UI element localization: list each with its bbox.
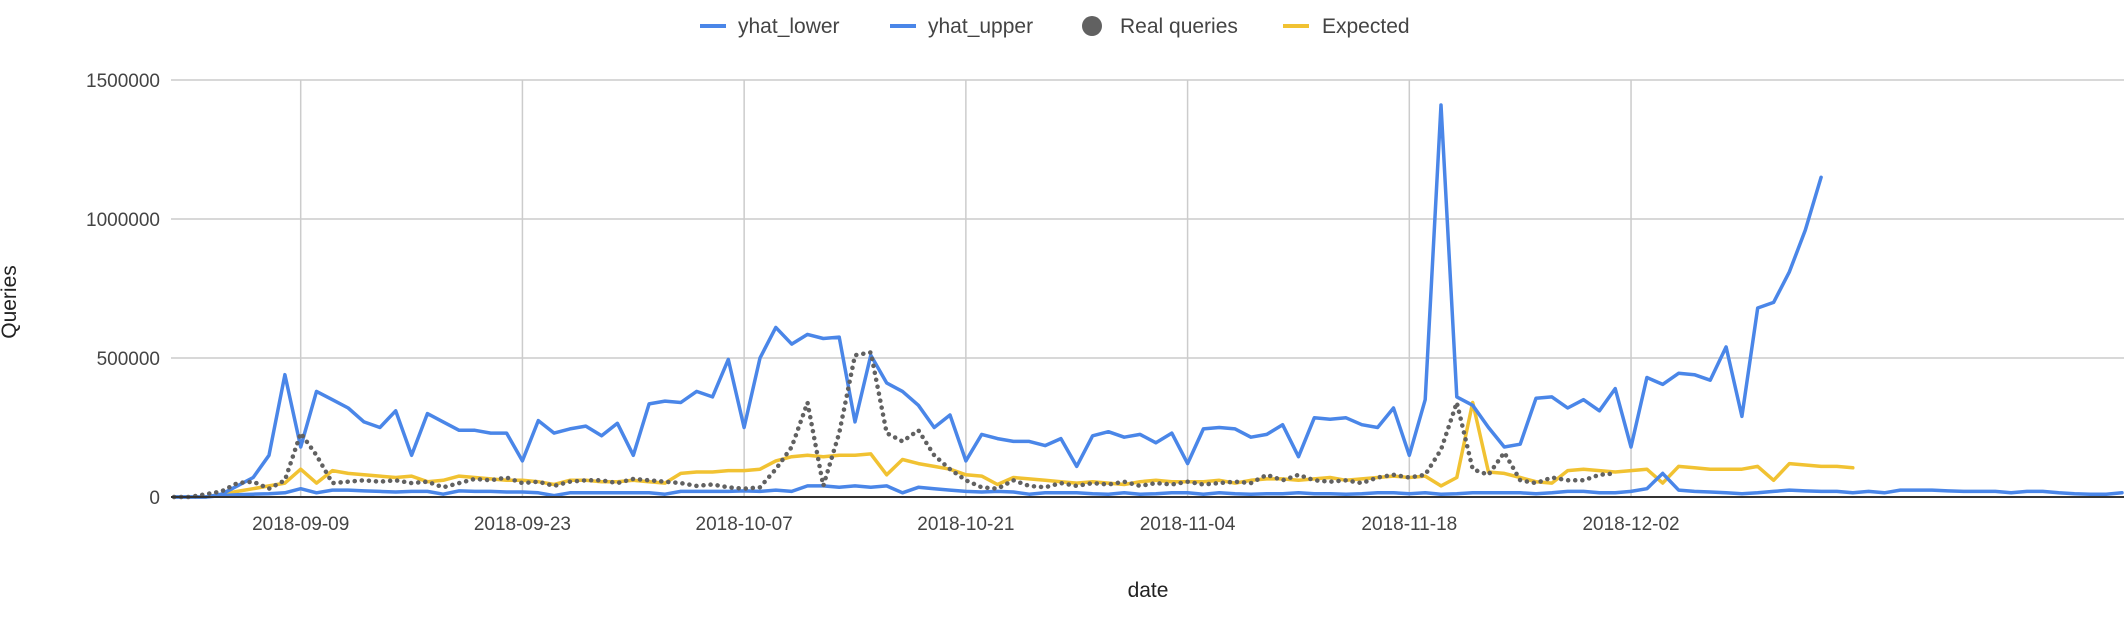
y-tick-label: 0 <box>149 488 160 509</box>
y-tick-label: 1000000 <box>86 210 160 231</box>
legend-label-yhat-upper: yhat_upper <box>928 15 1033 38</box>
legend-item-yhat-upper[interactable]: yhat_upper <box>890 15 1033 38</box>
legend-swatch-real-queries <box>1082 16 1102 36</box>
x-tick-label: 2018-09-09 <box>252 514 349 535</box>
legend-item-yhat-lower[interactable]: yhat_lower <box>700 15 840 38</box>
legend[interactable]: yhat_lower yhat_upper Real queries Expec… <box>700 15 1410 38</box>
x-tick-label: 2018-10-21 <box>917 514 1014 535</box>
y-axis-ticks: 0 500000 1000000 1500000 <box>86 71 160 509</box>
x-axis-ticks: 2018-09-09 2018-09-23 2018-10-07 2018-10-21… <box>252 514 1680 535</box>
x-tick-label: 2018-11-04 <box>1140 514 1236 535</box>
x-tick-label: 2018-10-07 <box>696 514 793 535</box>
x-axis-title: date <box>1128 579 1169 602</box>
x-tick-label: 2018-11-18 <box>1361 514 1457 535</box>
legend-item-expected[interactable]: Expected <box>1283 15 1410 38</box>
gridlines <box>171 79 2124 497</box>
series-lines <box>171 103 2124 500</box>
y-tick-label: 500000 <box>97 349 160 370</box>
series-line-real-queries <box>171 350 1618 500</box>
series-line-expected <box>172 400 1855 499</box>
series-line-yhat-upper <box>172 103 1823 499</box>
series-line-yhat-lower <box>172 471 2124 499</box>
legend-label-yhat-lower: yhat_lower <box>738 15 840 38</box>
legend-item-real-queries[interactable]: Real queries <box>1082 15 1238 38</box>
legend-label-real-queries: Real queries <box>1120 15 1238 38</box>
y-tick-label: 1500000 <box>86 71 160 92</box>
legend-label-expected: Expected <box>1322 15 1410 38</box>
x-tick-label: 2018-12-02 <box>1582 514 1679 535</box>
y-axis-title: Queries <box>0 265 21 339</box>
x-tick-label: 2018-09-23 <box>474 514 571 535</box>
